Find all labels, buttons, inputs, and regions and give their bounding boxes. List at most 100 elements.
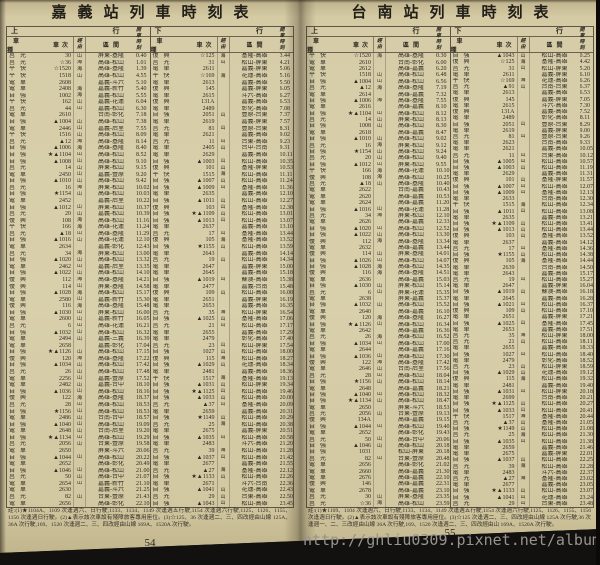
timetable-row: 電車 2650 屏東-斗六 18.53 xyxy=(307,404,450,411)
col-train-type: 車種 xyxy=(450,38,469,54)
cell-route-interval: 高雄-台中 xyxy=(98,474,124,481)
cell-via-line: 山 xyxy=(373,442,386,450)
timetable-row: 電車 2477 嘉義-台南 15.48 xyxy=(151,283,293,290)
cell-departure-time: 18.53 xyxy=(136,408,150,415)
timetable-row: 復興 122 海 高雄-基隆 17.42 xyxy=(307,359,450,367)
cell-route-interval: 高雄-松山 xyxy=(398,321,424,328)
cell-route-interval: 松山-高雄 xyxy=(241,290,268,297)
cell-via-line xyxy=(216,131,230,139)
cell-train-number: 35 xyxy=(508,332,515,339)
cell-departure-time: 13.01 xyxy=(279,211,294,218)
cell-train-type: 電車 xyxy=(152,224,175,231)
cell-train-type: 莒光 xyxy=(152,125,175,132)
cell-train-type: 莒光 xyxy=(152,257,175,264)
column-headers: 車種 車次 經由 區間 開車 時刻 xyxy=(450,28,593,54)
timetable-rows: 復興 ☆125 海 基隆-高雄 3.44 莒光 31 山 松山-屏東 4.21 … xyxy=(151,53,294,507)
cell-route-interval: 高雄-松山 xyxy=(98,362,124,369)
timetable-row: 平快 166 海 高雄-花蓮 10.10 xyxy=(307,168,450,175)
cell-departure-time: 9.02 xyxy=(436,136,447,143)
timetable-row: 復興 ☆125 海 基隆-高雄 3.44 xyxy=(151,53,294,60)
cell-via-line: 山 xyxy=(216,349,230,356)
cell-train-number: ▲1034 xyxy=(353,340,371,347)
cell-route-interval: 高雄-松山 xyxy=(98,59,124,66)
cell-train-type: 自強 xyxy=(9,349,31,356)
cell-via-line: 山 xyxy=(216,454,230,461)
timetable-row: 復興 134A 高雄-嘉義 19.15 xyxy=(307,417,450,424)
cell-train-type: 自強 xyxy=(9,119,31,126)
cell-train-number: 2614 xyxy=(359,91,371,98)
cell-departure-time: 0.25 xyxy=(579,53,591,60)
cell-via-line: 山 xyxy=(373,206,386,213)
cell-departure-time: 11.24 xyxy=(279,178,293,185)
cell-departure-time: 8.13 xyxy=(436,117,447,124)
cell-route-interval: 彰化-高雄 xyxy=(541,357,568,364)
cell-train-number: 2652 xyxy=(359,430,371,437)
cell-route-interval: 松山-高雄 xyxy=(241,434,268,441)
cell-train-number: 2660 xyxy=(359,468,371,475)
cell-train-number: ▲1013 xyxy=(196,217,215,224)
cell-train-type: 莒光 xyxy=(452,463,475,470)
cell-via-line: 山 xyxy=(516,121,530,128)
cell-train-number: 2648 xyxy=(359,385,371,392)
cell-departure-time: 17.51 xyxy=(579,326,594,333)
cell-route-interval: 高雄-松山 xyxy=(398,302,424,309)
cell-route-interval: 高雄-基隆 xyxy=(398,238,424,245)
cell-via-line: 山 xyxy=(73,53,86,60)
cell-via-line: 山 xyxy=(216,395,230,402)
cell-route-interval: 高雄-基隆 xyxy=(98,395,124,402)
cell-train-number: ▲1040 xyxy=(353,391,371,398)
timetable-row: 電車 2452 嘉義-后里 10.22 xyxy=(7,197,150,205)
cell-via-line: 山 xyxy=(516,84,530,91)
col-via-char1: 經 xyxy=(520,38,526,44)
cell-route-interval: 基隆-高雄 xyxy=(241,237,268,244)
cell-route-interval: 屏東-基隆 xyxy=(98,53,124,60)
cell-train-type: 電車 xyxy=(452,127,475,134)
timetable-row: 莒光 28 山 高雄-松山 18.04 xyxy=(307,372,450,379)
cell-departure-time: 6.56 xyxy=(436,78,447,85)
cell-departure-time: 13.10 xyxy=(279,224,294,231)
cell-departure-time: 9.20 xyxy=(136,171,147,178)
cell-via-line: 山 xyxy=(373,116,386,124)
cell-train-type: 自強 xyxy=(452,407,475,414)
cell-route-interval: 松山-高雄 xyxy=(241,421,268,428)
cell-train-type: 自強 xyxy=(9,454,31,461)
cell-route-interval: 豐原-台東 xyxy=(541,133,568,140)
timetable-row: 自強 ▲1007 山 松山-高雄 11.24 xyxy=(151,177,294,185)
cell-route-interval: 松山-高雄 xyxy=(541,401,568,408)
cell-train-type: 自強 xyxy=(152,474,175,481)
cell-train-number: ★▲1133 xyxy=(491,488,515,495)
cell-departure-time: 9.24 xyxy=(436,149,447,156)
cell-train-number: 2051 xyxy=(202,112,215,119)
cell-via-line: 山 xyxy=(516,133,530,141)
cell-departure-time: 16.28 xyxy=(579,295,594,302)
cell-train-type: 復興 xyxy=(152,355,175,362)
cell-route-interval: 高雄-基隆 xyxy=(98,303,124,310)
cell-via-line xyxy=(216,92,230,100)
cell-route-interval: 嘉義-高雄 xyxy=(541,239,568,246)
cell-route-interval: 台南-嘉義 xyxy=(398,187,424,194)
cell-via-line xyxy=(373,276,386,284)
cell-route-interval: 嘉義-豐原 xyxy=(98,171,124,178)
timetable-row: 平快 ☆169 海 花蓮-高雄 5.16 xyxy=(151,72,294,80)
cell-via-line xyxy=(516,451,530,458)
cell-departure-time: 21.05 xyxy=(579,420,594,427)
timetable-row: 自強 ▲1011 山 松山-高雄 13.08 xyxy=(451,208,593,215)
cell-departure-time: 19.46 xyxy=(279,388,294,395)
cell-departure-time: 15.17 xyxy=(136,290,150,297)
cell-route-interval: 屏東-基隆 xyxy=(398,494,424,501)
cell-train-number: 2699 xyxy=(502,395,515,402)
cell-route-interval: 松山-高雄 xyxy=(241,355,268,362)
cell-train-number: ▲1029 xyxy=(196,362,215,369)
cell-train-number: 2600 xyxy=(59,316,71,323)
cell-via-line: 山 xyxy=(73,210,86,218)
cell-train-number: 2635 xyxy=(502,214,515,221)
cell-via-line: 山 xyxy=(216,158,230,165)
cell-train-type: 復興 xyxy=(152,53,175,60)
timetable-row: 平快 ☆1520 海 高雄-基隆 1.39 xyxy=(7,66,150,73)
cell-train-type: 電車 xyxy=(9,428,31,435)
cell-train-number: 2611 xyxy=(502,71,515,78)
cell-train-number: ▲1030 xyxy=(53,309,71,316)
cell-via-line xyxy=(516,444,530,451)
cell-train-number: ▲12 xyxy=(359,85,371,92)
cell-train-number: ▲1032 xyxy=(353,302,371,309)
